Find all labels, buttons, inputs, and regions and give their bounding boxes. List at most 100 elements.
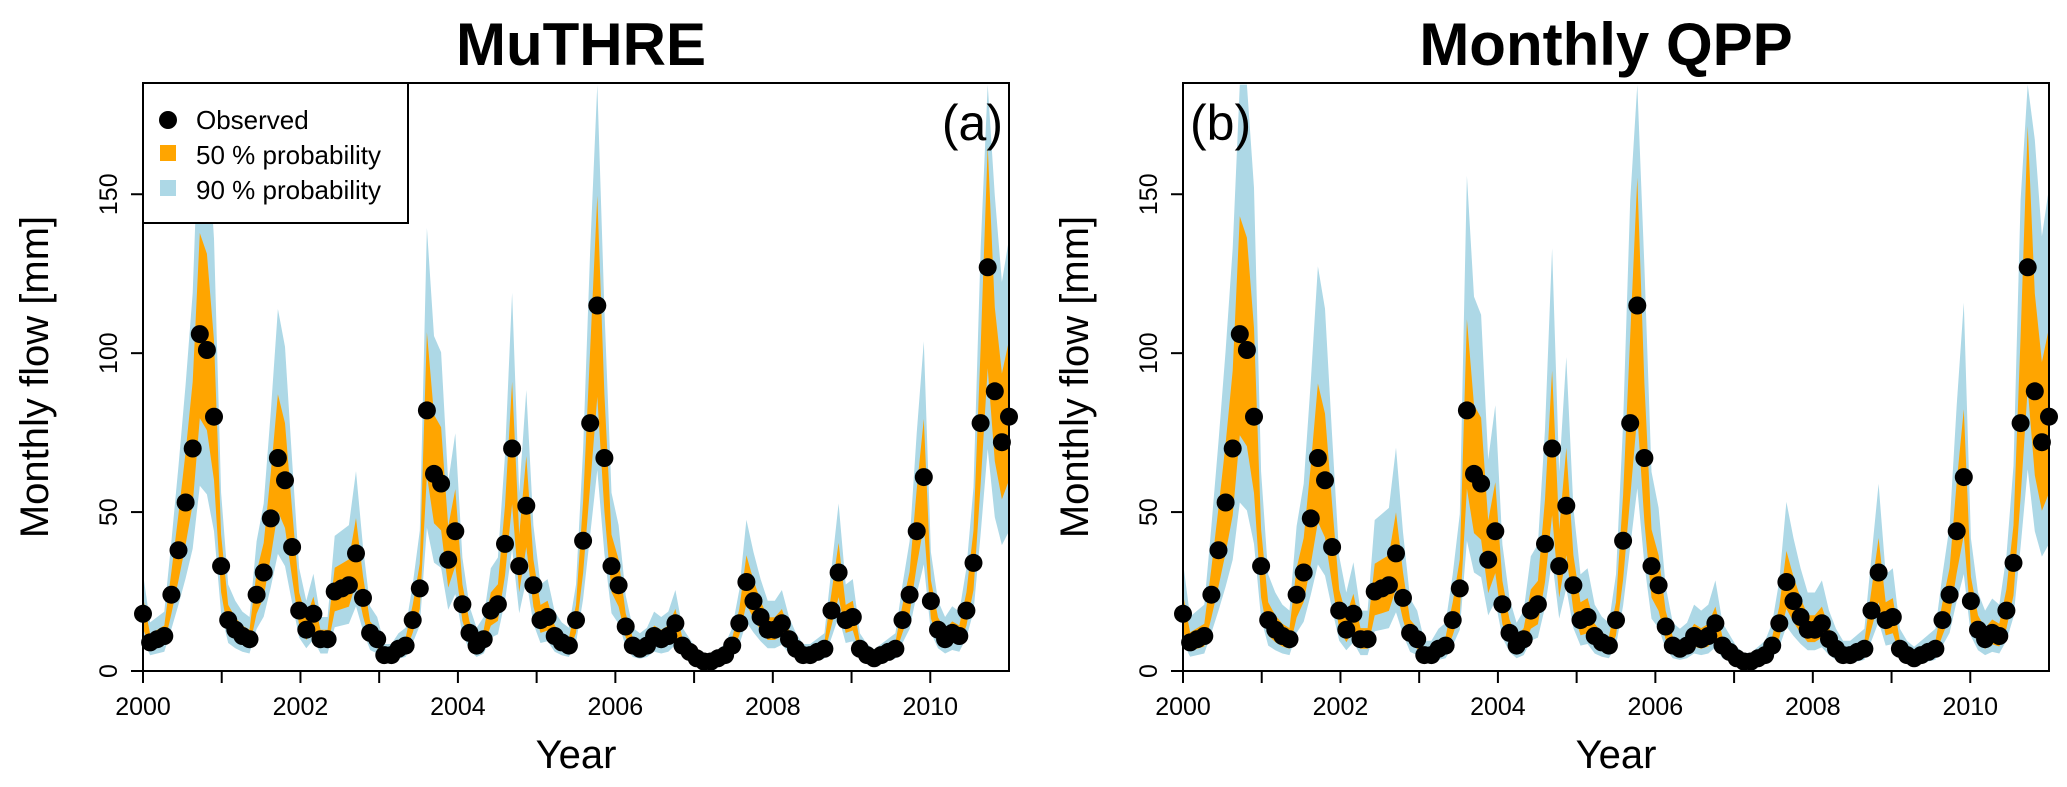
observed-point — [1436, 636, 1455, 655]
observed-point — [410, 579, 429, 598]
observed-point — [1528, 595, 1547, 614]
observed-point — [744, 592, 763, 611]
observed-point — [616, 617, 635, 636]
observed-point — [1628, 296, 1647, 315]
observed-point — [1387, 544, 1405, 563]
observed-point — [1812, 614, 1831, 633]
observed-point — [581, 414, 600, 433]
observed-point — [1493, 595, 1512, 614]
observed-point — [2011, 414, 2030, 433]
observed-point — [772, 614, 791, 633]
observed-point — [1195, 627, 1214, 645]
observed-point — [297, 620, 316, 639]
observed-point — [517, 496, 536, 515]
chart-title: MuTHRE — [456, 11, 706, 78]
x-tick-label: 2004 — [1470, 693, 1526, 721]
observed-point — [1394, 588, 1412, 607]
observed-point — [1961, 592, 1980, 611]
observed-point — [1926, 639, 1945, 658]
y-axis-label: Monthly flow [mm] — [1053, 216, 1097, 538]
observed-point — [290, 601, 309, 620]
observed-point — [822, 601, 841, 620]
observed-point — [1344, 604, 1363, 623]
observed-point — [1316, 471, 1334, 490]
y-tick-label: 0 — [1135, 664, 1163, 678]
observed-point — [957, 601, 976, 620]
panel-label: (a) — [942, 95, 1003, 151]
observed-point — [176, 493, 195, 512]
observed-point — [1855, 639, 1874, 658]
observed-point — [197, 341, 216, 359]
y-tick-label: 150 — [95, 173, 123, 215]
x-axis-label: Year — [536, 733, 617, 777]
observed-point — [964, 553, 983, 572]
observed-point — [588, 296, 607, 315]
observed-point — [488, 595, 507, 614]
plot-frame — [142, 82, 1010, 672]
observed-point — [1301, 509, 1320, 528]
observed-point — [1287, 585, 1306, 604]
observed-point — [1536, 534, 1554, 553]
observed-point — [1457, 401, 1476, 420]
observed-point — [439, 550, 458, 569]
observed-point — [900, 585, 919, 604]
observed-point — [1621, 414, 1640, 433]
observed-point — [815, 639, 834, 658]
observed-point — [1209, 541, 1228, 560]
observed-point — [354, 588, 372, 607]
y-tick-label: 100 — [95, 332, 123, 374]
observed-point — [723, 636, 742, 655]
panel-label: (b) — [1190, 95, 1251, 151]
observed-point — [921, 592, 940, 611]
observed-point — [205, 407, 223, 426]
observed-point — [155, 627, 174, 645]
x-tick-label: 2006 — [588, 693, 644, 721]
observed-point — [1337, 620, 1356, 639]
observed-point — [1543, 439, 1562, 458]
observed-point — [1997, 601, 2016, 620]
x-tick-label: 2008 — [1785, 693, 1841, 721]
band-90-percent — [1183, 84, 2049, 667]
observed-point — [1649, 576, 1668, 595]
observed-point — [268, 449, 287, 467]
observed-point — [2032, 433, 2051, 452]
observed-point — [567, 611, 585, 630]
observed-point — [254, 563, 273, 582]
observed-point — [1443, 611, 1462, 630]
x-tick-label: 2006 — [1628, 693, 1684, 721]
observed-point — [595, 449, 614, 467]
observed-point — [1358, 630, 1377, 649]
observed-point — [347, 544, 365, 563]
band-90-percent — [143, 84, 1009, 666]
y-tick-label: 0 — [95, 664, 123, 678]
observed-point — [1940, 585, 1959, 604]
x-tick-label: 2010 — [902, 693, 958, 721]
observed-point — [1763, 636, 1782, 655]
x-tick-label: 2000 — [115, 693, 171, 721]
observed-point — [978, 258, 997, 277]
observed-point — [609, 576, 628, 595]
observed-point — [417, 401, 436, 420]
observed-point — [496, 534, 514, 553]
panel-a: MuTHRE 2000 2002 2004 2006 2008 2010 0 50 100 15… — [13, 11, 1018, 777]
y-tick-label: 150 — [1135, 173, 1163, 215]
observed-point — [985, 382, 1004, 401]
observed-point — [1202, 585, 1221, 604]
observed-point — [829, 563, 848, 582]
observed-point — [1330, 601, 1349, 620]
observed-point — [240, 630, 259, 649]
observed-point — [1216, 493, 1235, 512]
chart-title: Monthly QPP — [1419, 11, 1792, 78]
observed-point — [574, 531, 593, 550]
observed-point — [1557, 496, 1576, 515]
observed-point — [1933, 611, 1952, 630]
observed-point — [1514, 630, 1533, 649]
observed-point — [474, 630, 493, 649]
observed-point — [2018, 258, 2037, 277]
observed-point — [1614, 531, 1633, 550]
observed-point — [538, 608, 557, 626]
observed-point — [886, 639, 905, 658]
observed-point — [396, 636, 415, 655]
observed-point — [1642, 557, 1661, 576]
observed-point — [304, 604, 323, 623]
